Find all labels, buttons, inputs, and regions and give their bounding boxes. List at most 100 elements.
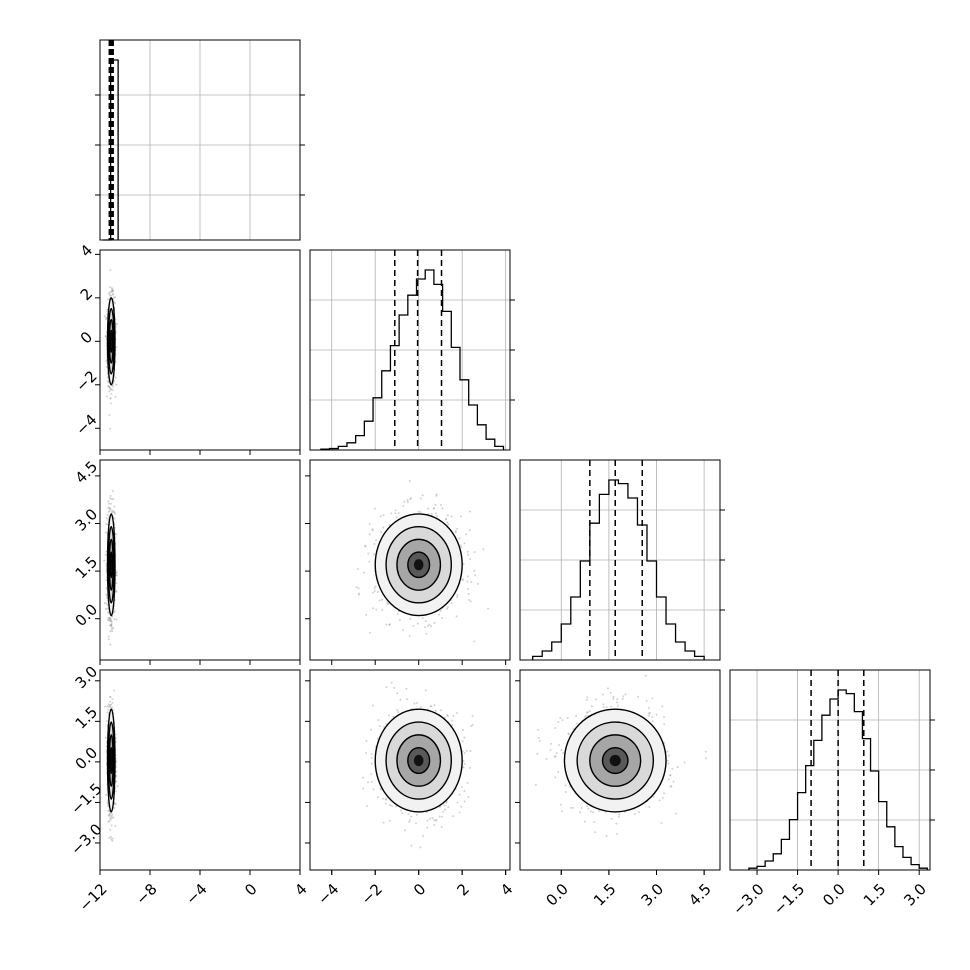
scatter-point — [388, 819, 391, 822]
scatter-point — [450, 602, 453, 605]
scatter-point — [458, 537, 461, 540]
scatter-point — [372, 591, 375, 594]
scatter-point — [108, 506, 111, 509]
panel-frame — [519, 459, 721, 661]
panel-frame — [99, 249, 301, 451]
scatter-point — [456, 711, 459, 714]
scatter-point — [111, 511, 114, 514]
scatter-point — [111, 385, 114, 388]
scatter-point — [105, 523, 108, 526]
scatter-point — [107, 381, 110, 384]
scatter-point — [107, 298, 110, 301]
scatter-point — [468, 529, 471, 532]
density-fill — [110, 754, 112, 767]
scatter-point — [111, 290, 114, 293]
scatter-point — [109, 835, 112, 838]
scatter-point — [108, 705, 111, 708]
scatter-point — [424, 620, 427, 623]
scatter-point — [106, 705, 109, 708]
scatter-point — [107, 384, 110, 387]
scatter-point — [112, 296, 115, 299]
scatter-point — [111, 489, 114, 492]
scatter-point — [401, 812, 404, 815]
scatter-point — [107, 617, 110, 620]
scatter-point — [116, 785, 119, 788]
scatter-point — [115, 533, 118, 536]
scatter-point — [381, 598, 384, 601]
scatter-point — [115, 570, 118, 573]
scatter-point — [110, 624, 113, 627]
scatter-point — [114, 790, 117, 793]
scatter-point — [459, 544, 462, 547]
scatter-point — [616, 701, 619, 704]
scatter-point — [585, 711, 588, 714]
scatter-point — [550, 742, 553, 745]
scatter-point — [487, 607, 490, 610]
scatter-point — [110, 624, 113, 627]
scatter-point — [365, 739, 368, 742]
scatter-point — [482, 548, 485, 551]
scatter-point — [111, 630, 114, 633]
hist-panel-1 — [309, 249, 515, 451]
scatter-point — [109, 294, 112, 297]
scatter-point — [444, 518, 447, 521]
scatter-point — [368, 560, 371, 563]
scatter-point — [108, 812, 111, 815]
scatter-point — [107, 635, 110, 638]
panel-bg — [100, 460, 300, 660]
density-fill — [413, 559, 424, 571]
scatter-point — [109, 427, 112, 430]
scatter-point — [473, 640, 476, 643]
scatter-point — [458, 793, 461, 796]
scatter-point — [474, 574, 477, 577]
scatter-point — [557, 744, 560, 747]
scatter-point — [460, 546, 463, 549]
scatter-point — [618, 813, 621, 816]
scatter-point — [409, 617, 412, 620]
scatter-point — [116, 323, 119, 326]
scatter-point — [109, 630, 112, 633]
scatter-point — [439, 610, 442, 613]
scatter-point — [422, 834, 425, 837]
scatter-point — [606, 687, 609, 690]
scatter-point — [586, 711, 589, 714]
scatter-point — [580, 806, 583, 809]
scatter-point — [399, 809, 402, 812]
scatter-point — [105, 593, 108, 596]
scatter-point — [396, 692, 399, 695]
contour-line — [385, 721, 453, 800]
scatter-point — [113, 517, 116, 520]
scatter-point — [109, 619, 112, 622]
scatter-point — [458, 811, 461, 814]
scatter-point — [421, 617, 424, 620]
contour-line — [407, 551, 431, 579]
scatter-point — [107, 809, 110, 812]
panel-content — [362, 681, 474, 849]
panel-frame — [309, 669, 511, 871]
scatter-point — [661, 705, 664, 708]
scatter-point — [365, 613, 368, 616]
scatter-point — [462, 766, 465, 769]
scatter-point — [647, 707, 650, 710]
scatter-point — [469, 750, 472, 753]
scatter-point — [426, 819, 429, 822]
panel-frame — [729, 669, 931, 871]
scatter-point — [370, 756, 373, 759]
scatter-point — [403, 500, 406, 503]
scatter-point — [108, 390, 111, 393]
scatter-point — [396, 612, 399, 615]
scatter-point — [385, 623, 388, 626]
scatter-point — [373, 542, 376, 545]
scatter-point — [379, 788, 382, 791]
scatter-point — [465, 749, 468, 752]
scatter-point — [114, 302, 117, 305]
scatter-point — [469, 558, 472, 561]
scatter-point — [112, 627, 115, 630]
scatter-point — [414, 822, 417, 825]
scatter-point — [108, 617, 111, 620]
scatter-point — [103, 315, 106, 318]
scatter-point — [104, 736, 107, 739]
scatter-point — [104, 601, 107, 604]
scatter-point — [108, 386, 111, 389]
